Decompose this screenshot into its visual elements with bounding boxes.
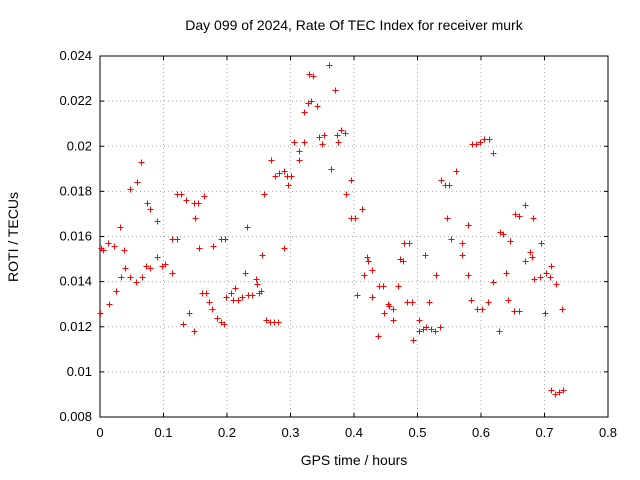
y-tick-label: 0.01 xyxy=(67,364,92,379)
x-tick-label: 0.2 xyxy=(218,425,236,440)
y-tick-label: 0.024 xyxy=(59,48,92,63)
x-tick-label: 0 xyxy=(96,425,103,440)
y-tick-label: 0.008 xyxy=(59,409,92,424)
x-tick-label: 0.1 xyxy=(154,425,172,440)
data-points xyxy=(97,62,567,398)
chart-title: Day 099 of 2024, Rate Of TEC Index for r… xyxy=(185,17,523,33)
x-tick-label: 0.7 xyxy=(535,425,553,440)
y-tick-label: 0.018 xyxy=(59,183,92,198)
y-tick-label: 0.014 xyxy=(59,274,92,289)
x-axis-label: GPS time / hours xyxy=(300,452,408,468)
y-tick-label: 0.022 xyxy=(59,93,92,108)
x-tick-label: 0.8 xyxy=(599,425,617,440)
plot-border xyxy=(99,55,609,418)
y-tick-label: 0.02 xyxy=(67,138,92,153)
x-tick-label: 0.6 xyxy=(472,425,490,440)
y-tick-label: 0.012 xyxy=(59,319,92,334)
x-tick-label: 0.3 xyxy=(281,425,299,440)
y-tick-label: 0.016 xyxy=(59,229,92,244)
x-tick-label: 0.4 xyxy=(345,425,363,440)
x-tick-label: 0.5 xyxy=(408,425,426,440)
